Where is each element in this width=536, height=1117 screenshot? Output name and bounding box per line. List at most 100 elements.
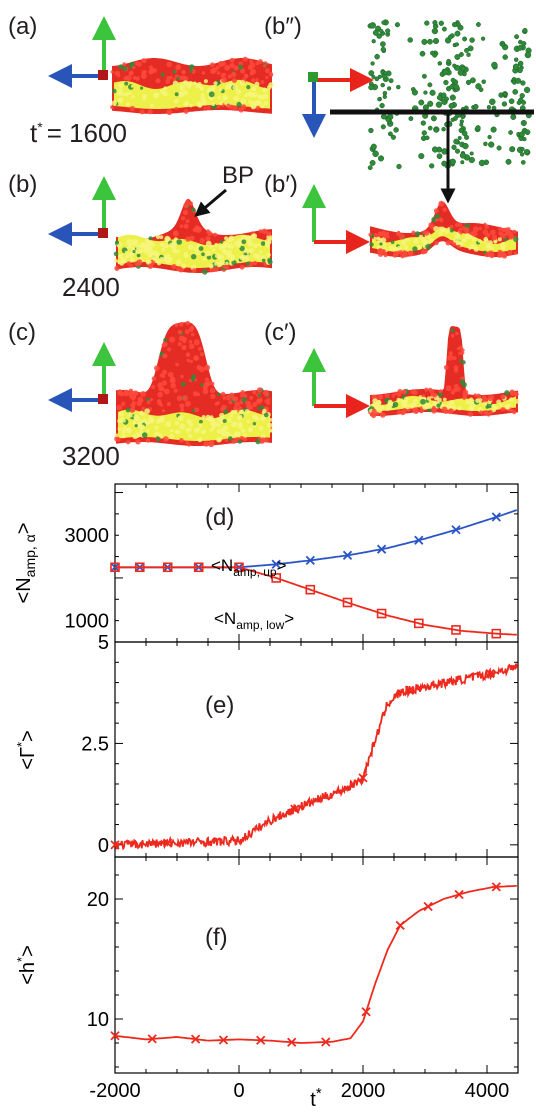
amphiphile-bead	[368, 127, 374, 134]
amphiphile-bead	[441, 126, 446, 132]
chart-e: 02.55 (e) <Γ*>	[14, 632, 519, 858]
lipid-bead	[467, 406, 473, 411]
amphiphile-bead	[452, 63, 457, 68]
lipid-bead	[373, 233, 378, 238]
lipid-bead	[246, 419, 251, 424]
lipid-bead	[167, 347, 172, 352]
lipid-bead	[170, 382, 176, 389]
amphiphile-bead	[454, 42, 459, 47]
lipid-bead	[372, 398, 378, 404]
lipid-bead	[477, 395, 482, 399]
lipid-bead	[482, 229, 489, 235]
lipid-bead	[464, 233, 471, 239]
lipid-bead	[255, 78, 259, 82]
chart-e-panel-label: (e)	[205, 692, 234, 719]
amphiphile-bead	[517, 45, 523, 51]
lipid-bead	[239, 409, 244, 415]
lipid-bead	[214, 401, 219, 406]
lipid-bead	[141, 406, 146, 411]
lipid-bead	[445, 385, 452, 392]
amphiphile-bead	[481, 79, 486, 84]
lipid-bead	[139, 399, 144, 403]
lipid-bead	[183, 202, 189, 209]
lipid-bead	[136, 253, 141, 258]
lipid-bead	[162, 353, 168, 359]
lipid-bead	[222, 425, 229, 431]
data-point-gamma	[163, 838, 173, 848]
panel-label-a: (a)	[8, 13, 37, 40]
lipid-bead	[245, 400, 250, 406]
lipid-bead	[121, 433, 126, 439]
data-point-up	[451, 525, 461, 535]
lipid-bead	[131, 239, 135, 243]
data-point-up	[305, 555, 315, 566]
lipid-bead	[166, 402, 171, 407]
lipid-bead	[182, 337, 187, 342]
amphiphile-bead	[465, 79, 472, 86]
lipid-bead	[463, 227, 470, 233]
lipid-bead	[438, 231, 443, 236]
lipid-bead	[117, 74, 121, 78]
chart-d: 1000 3000 (d) <Namp, up> <Namp, low> <Nam…	[13, 483, 519, 643]
lipid-bead	[379, 404, 385, 410]
lipid-bead	[239, 436, 244, 440]
axes-triad-a	[48, 16, 116, 88]
lipid-bead	[118, 64, 124, 70]
lipid-bead	[433, 226, 439, 232]
lipid-bead	[456, 347, 461, 351]
lipid-bead	[232, 421, 238, 427]
lipid-bead	[116, 404, 123, 411]
lipid-bead	[234, 401, 240, 408]
lipid-bead	[403, 245, 409, 250]
lipid-bead	[203, 79, 208, 84]
lipid-bead	[222, 72, 227, 77]
lipid-bead	[260, 415, 266, 422]
amphiphile-bead	[469, 77, 476, 84]
lipid-bead	[390, 240, 395, 244]
lipid-bead	[161, 247, 166, 252]
lipid-bead	[231, 77, 237, 83]
lipid-bead	[471, 230, 478, 237]
lipid-bead	[235, 89, 242, 95]
amphiphile-bead	[473, 103, 479, 110]
lipid-bead	[377, 248, 383, 255]
lipid-bead	[240, 390, 245, 395]
membrane-snapshot-a	[110, 56, 274, 116]
lipid-bead	[227, 236, 233, 243]
lipid-bead	[172, 230, 179, 237]
amphiphile-bead	[431, 27, 439, 35]
lipid-bead	[260, 241, 266, 246]
lipid-bead	[251, 92, 258, 98]
chart-f-series	[110, 882, 517, 1047]
lipid-bead	[117, 390, 123, 396]
chart-f-panel-label: (f)	[205, 924, 228, 951]
lipid-bead	[174, 323, 179, 328]
lipid-bead	[467, 411, 474, 417]
lipid-bead	[206, 255, 212, 260]
lipid-bead	[145, 438, 151, 443]
lipid-bead	[448, 351, 453, 356]
chart-f: 10 20 -2000 0 2000 4000 (f) <h*> t*	[14, 856, 519, 1111]
lipid-bead	[428, 222, 434, 228]
lipid-bead	[448, 408, 454, 414]
lipid-bead	[396, 410, 402, 415]
lipid-bead	[179, 224, 184, 229]
lipid-bead	[183, 223, 189, 229]
amphiphile-bead	[385, 117, 391, 123]
amphiphile-bead	[433, 127, 439, 133]
lipid-bead	[447, 354, 454, 361]
lipid-bead	[473, 246, 479, 252]
lipid-bead	[164, 258, 170, 264]
membrane-snapshot-c-prime	[367, 326, 520, 419]
amphiphile-bead	[443, 79, 449, 86]
amphiphile-bead	[368, 70, 375, 77]
annotation-n-amp-low: <Namp, low>	[214, 609, 294, 632]
lipid-bead	[189, 69, 193, 73]
lipid-bead	[127, 243, 133, 249]
lipid-bead	[422, 230, 427, 235]
data-point-low	[451, 625, 461, 635]
amphiphile-bead	[418, 99, 425, 106]
lipid-bead	[247, 64, 253, 70]
amphiphile-bead	[491, 105, 497, 111]
lipid-bead	[191, 207, 196, 212]
